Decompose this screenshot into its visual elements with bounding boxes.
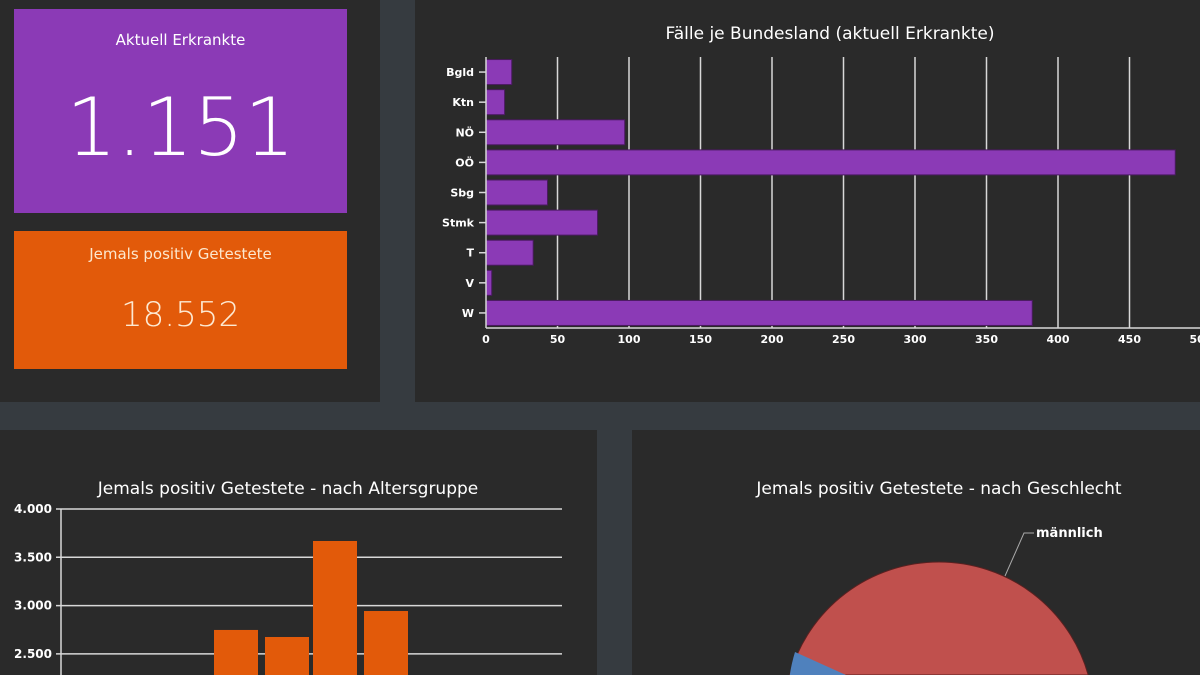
current-cases-card: Aktuell Erkrankte 1.151 [14, 9, 347, 213]
bundesland-panel [415, 0, 1200, 402]
current-cases-label: Aktuell Erkrankte [115, 31, 246, 49]
gender-panel [632, 430, 1200, 675]
age-panel [0, 430, 597, 675]
total-positive-label: Jemals positiv Getestete [89, 245, 272, 263]
total-positive-value: 18.552 [121, 295, 240, 335]
current-cases-value: 1.151 [65, 81, 296, 174]
total-positive-card: Jemals positiv Getestete 18.552 [14, 231, 347, 369]
